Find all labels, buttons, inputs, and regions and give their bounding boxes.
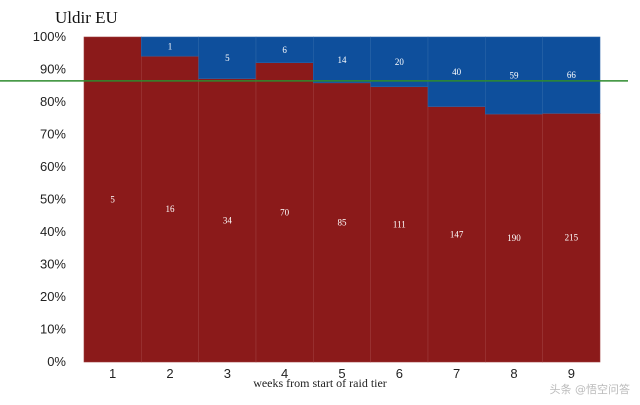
bar-segment-top-7 [427, 36, 486, 107]
y-tick-label-100: 100% [33, 29, 67, 44]
bar-segment-top-3 [198, 36, 257, 79]
data-label-bottom-1: 5 [110, 195, 115, 205]
data-label-top-1: 0 [110, 27, 115, 37]
y-tick-label-40: 40% [40, 224, 66, 239]
data-label-top-5: 14 [338, 55, 348, 65]
data-label-top-7: 40 [452, 67, 462, 77]
chart-title: Uldir EU [55, 8, 118, 27]
bar-labels-group: 5 0 16 1 34 5 70 6 85 14 111 20 147 40 190 59 215 66 [110, 27, 578, 243]
bar-segment-top-6 [370, 36, 429, 88]
y-tick-label-80: 80% [40, 94, 66, 109]
data-label-bottom-9: 215 [565, 233, 579, 243]
data-label-top-6: 20 [395, 57, 405, 67]
x-tick-label-1: 1 [109, 366, 116, 381]
bar-segment-top-9 [542, 36, 601, 114]
x-tick-label-5: 5 [338, 366, 345, 381]
bar-segment-top-8 [485, 36, 543, 115]
data-label-bottom-3: 34 [223, 215, 233, 225]
y-tick-label-70: 70% [40, 127, 66, 142]
watermark: 头条 @悟空问答 [549, 383, 631, 396]
data-label-bottom-8: 190 [507, 233, 521, 243]
bar-segment-bottom-4 [255, 62, 314, 363]
bar-segment-top-4 [255, 36, 314, 63]
x-axis: 1 2 3 4 5 6 7 8 9 [109, 366, 575, 381]
x-axis-label: weeks from start of raid tier [253, 376, 387, 390]
data-label-bottom-7: 147 [450, 229, 464, 239]
x-tick-label-9: 9 [568, 366, 575, 381]
y-axis: 0% 10% 20% 30% 40% 50% 60% 70% 80% 90% 100% [33, 29, 67, 369]
data-label-bottom-2: 16 [166, 204, 176, 214]
bar-segment-top-5 [313, 36, 371, 84]
x-tick-label-7: 7 [453, 366, 460, 381]
bar-segment-bottom-6 [370, 86, 429, 363]
x-tick-label-6: 6 [396, 366, 403, 381]
y-tick-label-50: 50% [40, 192, 66, 207]
y-tick-label-60: 60% [40, 159, 66, 174]
data-label-bottom-6: 111 [393, 219, 406, 229]
y-tick-label-20: 20% [40, 289, 66, 304]
data-label-top-3: 5 [225, 53, 230, 63]
data-label-bottom-5: 85 [338, 217, 348, 227]
data-label-top-2: 1 [168, 42, 173, 52]
bar-segment-bottom-9 [542, 113, 601, 363]
data-label-bottom-4: 70 [280, 207, 290, 217]
x-tick-label-4: 4 [281, 366, 288, 381]
x-tick-label-3: 3 [224, 366, 231, 381]
data-label-top-8: 59 [510, 71, 520, 81]
y-tick-label-10: 10% [40, 322, 66, 337]
y-tick-label-0: 0% [47, 354, 66, 369]
x-tick-label-2: 2 [166, 366, 173, 381]
bar-segment-bottom-5 [313, 82, 371, 363]
bars-group [83, 36, 601, 363]
data-label-top-4: 6 [282, 45, 287, 55]
y-tick-label-90: 90% [40, 62, 66, 77]
bar-segment-bottom-2 [141, 55, 199, 363]
x-tick-label-8: 8 [510, 366, 517, 381]
data-label-top-9: 66 [567, 70, 577, 80]
bar-segment-bottom-7 [427, 106, 486, 363]
y-tick-label-30: 30% [40, 257, 66, 272]
bar-segment-bottom-3 [198, 78, 257, 363]
